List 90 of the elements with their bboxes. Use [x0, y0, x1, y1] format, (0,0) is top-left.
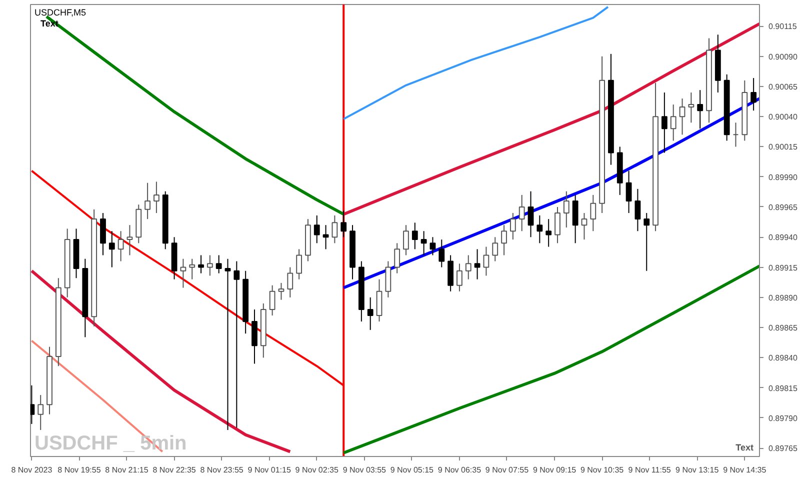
- x-tick-label: 8 Nov 22:35: [152, 466, 196, 474]
- candlestick: [198, 254, 204, 274]
- candlestick: [456, 263, 462, 292]
- y-tick-label: 0.89765: [768, 444, 798, 454]
- x-tick-label: 8 Nov 21:15: [105, 466, 149, 474]
- candlestick: [554, 206, 560, 244]
- x-tick-label: 8 Nov 23:55: [200, 466, 244, 474]
- candlestick: [412, 222, 418, 250]
- candlestick: [314, 214, 320, 244]
- candlestick: [626, 170, 632, 214]
- candlestick: [340, 210, 347, 238]
- candlestick: [634, 188, 641, 232]
- line-series: [342, 264, 760, 454]
- x-tick-label: 9 Nov 05:15: [390, 466, 434, 474]
- candlestick: [590, 194, 596, 232]
- candlestick: [732, 122, 739, 148]
- x-tick-label: 9 Nov 14:35: [723, 466, 767, 474]
- candlestick: [661, 92, 668, 154]
- candlestick: [332, 214, 338, 244]
- line-series: [30, 269, 292, 454]
- y-tick-label: 0.89865: [768, 324, 798, 333]
- y-tick-label: 0.90040: [768, 112, 798, 122]
- candlestick: [483, 246, 490, 276]
- candlestick: [430, 236, 436, 256]
- y-tick-label: 0.90065: [768, 82, 798, 92]
- y-tick-label: 0.90015: [768, 142, 798, 152]
- candlestick: [38, 394, 44, 430]
- candlestick: [528, 190, 534, 238]
- candlestick: [118, 230, 124, 262]
- candlestick: [394, 242, 400, 274]
- candlestick: [154, 181, 160, 214]
- candlestick: [403, 224, 409, 256]
- candlestick: [108, 230, 115, 268]
- y-tick-label: 0.89890: [768, 293, 798, 302]
- y-tick-label: 0.89965: [768, 202, 798, 212]
- candlestick: [269, 284, 276, 316]
- candlestick: [501, 224, 507, 256]
- candlestick: [420, 230, 427, 256]
- candlestick: [536, 214, 543, 244]
- y-tick-label: 0.89990: [768, 172, 798, 182]
- x-tick-label: 9 Nov 09:15: [532, 466, 577, 474]
- candlestick: [546, 218, 552, 248]
- candlestick: [234, 260, 240, 428]
- x-tick-label: 8 Nov 2023: [11, 466, 53, 474]
- x-tick-label: 9 Nov 10:35: [580, 466, 624, 474]
- chart-title: USDCHF,M5: [34, 8, 86, 18]
- candlestick: [581, 212, 588, 240]
- candlestick: [644, 212, 650, 272]
- x-tick-label: 9 Nov 01:15: [248, 466, 292, 474]
- candlestick: [679, 98, 686, 136]
- candlestick: [189, 258, 196, 280]
- x-tick-label: 8 Nov 19:55: [58, 466, 102, 474]
- candlestick: [563, 190, 570, 228]
- candlestick: [465, 254, 472, 280]
- line-series: [342, 6, 609, 120]
- y-tick-label: 0.89815: [768, 384, 798, 393]
- annotation: Text: [736, 442, 754, 452]
- x-tick-label: 9 Nov 06:35: [438, 466, 482, 474]
- candlestick: [670, 104, 676, 142]
- y-tick-label: 0.90115: [768, 22, 798, 32]
- x-tick-label: 9 Nov 07:55: [485, 466, 530, 474]
- x-tick-label: 9 Nov 13:15: [676, 466, 720, 474]
- candlestick: [296, 248, 302, 280]
- y-tick-label: 0.89940: [768, 233, 798, 242]
- x-tick-label: 9 Nov 03:55: [342, 466, 387, 474]
- candlestick: [224, 258, 231, 430]
- line-series: [342, 22, 760, 216]
- y-tick-label: 0.89840: [768, 354, 798, 363]
- y-tick-label: 0.90090: [768, 52, 798, 62]
- candlestick: [287, 266, 294, 298]
- candlestick: [216, 254, 222, 274]
- candlestick: [438, 239, 445, 268]
- x-tick-label: 9 Nov 02:35: [295, 466, 339, 474]
- candlestick: [126, 224, 133, 256]
- y-tick-label: 0.89915: [768, 263, 798, 272]
- candlestick: [180, 258, 186, 288]
- candlestick: [206, 254, 213, 276]
- y-tick-label: 0.89790: [768, 414, 798, 423]
- candlestick: [144, 182, 150, 220]
- candlestick: [474, 248, 480, 280]
- candlestick: [367, 296, 374, 330]
- candlestick: [688, 92, 694, 124]
- candlestick: [492, 236, 498, 262]
- candlestick: [322, 224, 329, 250]
- x-tick-label: 9 Nov 11:55: [628, 466, 672, 474]
- candlestick: [697, 90, 704, 130]
- candlestick: [510, 212, 516, 240]
- candlestick: [278, 282, 284, 300]
- candlestick: [750, 78, 757, 112]
- candlestick: [518, 194, 525, 232]
